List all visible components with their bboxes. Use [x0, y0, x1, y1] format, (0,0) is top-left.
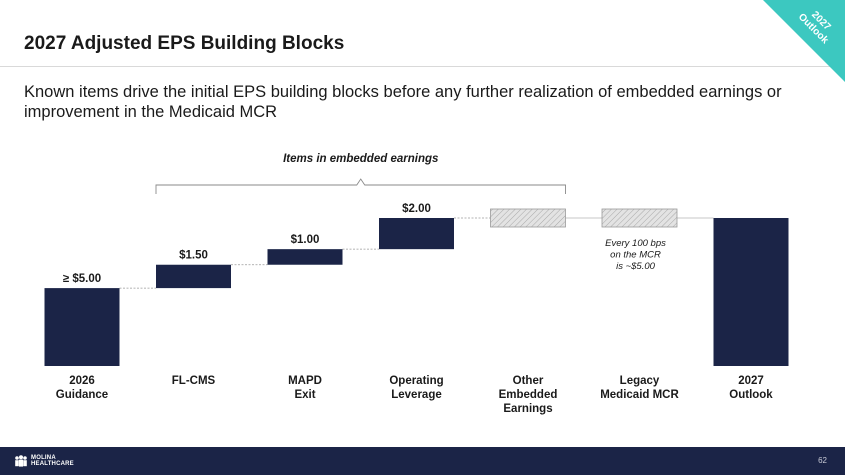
mcr-annotation: Every 100 bps on the MCR is ~$5.00	[605, 238, 666, 272]
increment-bar	[156, 264, 231, 289]
category-label: FL-CMS	[172, 375, 216, 387]
embedded-earnings-bracket	[155, 178, 566, 194]
increment-bar	[267, 249, 343, 265]
bracket-label: Items in embedded earnings	[283, 153, 438, 165]
slide-title: 2027 Adjusted EPS Building Blocks	[24, 33, 345, 54]
logo-wordmark: MOLINA HEALTHCARE	[31, 455, 74, 467]
category-label: Other Embedded Earnings	[499, 375, 558, 415]
data-label: $1.50	[179, 250, 208, 262]
placeholder-bar	[490, 208, 566, 228]
page-number: 62	[818, 456, 827, 465]
company-logo: MOLINA HEALTHCARE	[14, 454, 74, 468]
total-bar	[713, 218, 789, 366]
data-label: $2.00	[402, 203, 431, 215]
category-label: 2026 Guidance	[56, 375, 108, 401]
category-label: Legacy Medicaid MCR	[600, 375, 679, 401]
increment-bar	[379, 218, 454, 250]
data-label: $1.00	[291, 234, 320, 246]
category-label: 2027 Outlook	[729, 375, 773, 401]
data-label: ≥ $5.00	[63, 273, 101, 285]
corner-tag	[763, 0, 845, 82]
title-divider	[0, 66, 845, 67]
eps-waterfall-chart: ≥ $5.00 $1.50 $1.00 $2.00 2026 Guidance FL-CMS…	[44, 153, 789, 415]
logo-line1: MOLINA	[31, 455, 56, 461]
category-label: MAPD Exit	[288, 375, 322, 401]
footer-bar: MOLINA HEALTHCARE 62	[0, 447, 845, 475]
slide-subtitle: Known items drive the initial EPS buildi…	[24, 83, 782, 121]
category-label: Operating Leverage	[389, 375, 443, 401]
logo-line2: HEALTHCARE	[31, 461, 74, 467]
total-bar	[44, 288, 120, 366]
placeholder-bar	[601, 208, 678, 228]
molina-people-icon	[15, 455, 27, 467]
